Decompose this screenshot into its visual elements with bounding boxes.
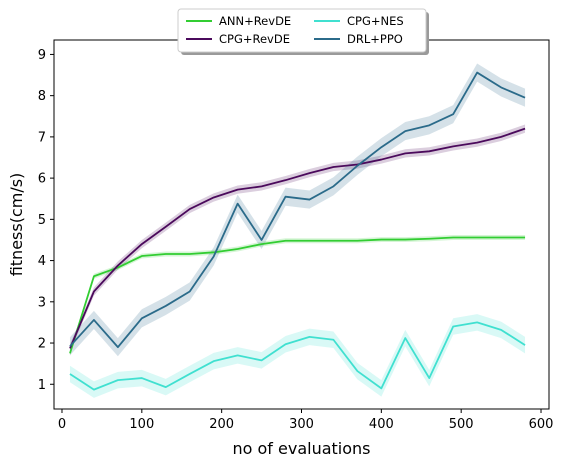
- x-tick-label: 500: [449, 417, 474, 432]
- x-tick-label: 300: [289, 417, 314, 432]
- y-tick-label: 8: [38, 89, 46, 104]
- legend: ANN+RevDE CPG+RevDE CPG+NES DRL+PPO: [177, 8, 429, 55]
- y-tick-label: 9: [38, 48, 46, 63]
- y-tick-label: 4: [38, 254, 46, 269]
- x-tick-label: 0: [58, 417, 66, 432]
- x-tick-label: 100: [129, 417, 154, 432]
- series-line-cpg-revde: [69, 127, 526, 349]
- series-line-cpg-nes: [69, 321, 526, 391]
- legend-label-cpg-revde: CPG+RevDE: [219, 32, 290, 46]
- x-axis-ticks: 0 100 200 300 400 500 600: [58, 409, 554, 432]
- x-tick-label: 400: [369, 417, 394, 432]
- x-tick-label: 200: [209, 417, 234, 432]
- x-axis-label: no of evaluations: [232, 439, 370, 458]
- series-line-ann-revde: [69, 236, 526, 354]
- y-tick-label: 1: [38, 378, 46, 393]
- series-line-drl-ppo: [69, 71, 526, 349]
- y-axis-label: fitness(cm/s): [7, 173, 26, 277]
- legend-label-ann-revde: ANN+RevDE: [219, 14, 291, 28]
- legend-label-cpg-nes: CPG+NES: [347, 14, 404, 28]
- y-tick-label: 6: [38, 172, 46, 187]
- y-tick-label: 2: [38, 337, 46, 352]
- legend-label-drl-ppo: DRL+PPO: [347, 32, 403, 46]
- y-tick-label: 7: [38, 130, 46, 145]
- y-axis-ticks: 1 2 3 4 5 6 7 8 9: [38, 48, 54, 393]
- series-lines: [69, 71, 526, 391]
- confidence-bands: [69, 63, 526, 398]
- y-tick-label: 5: [38, 213, 46, 228]
- plot-frame: [53, 39, 550, 410]
- y-tick-label: 3: [38, 295, 46, 310]
- legend-box: [177, 8, 427, 53]
- x-tick-label: 600: [529, 417, 554, 432]
- band-drl-ppo: [69, 63, 526, 357]
